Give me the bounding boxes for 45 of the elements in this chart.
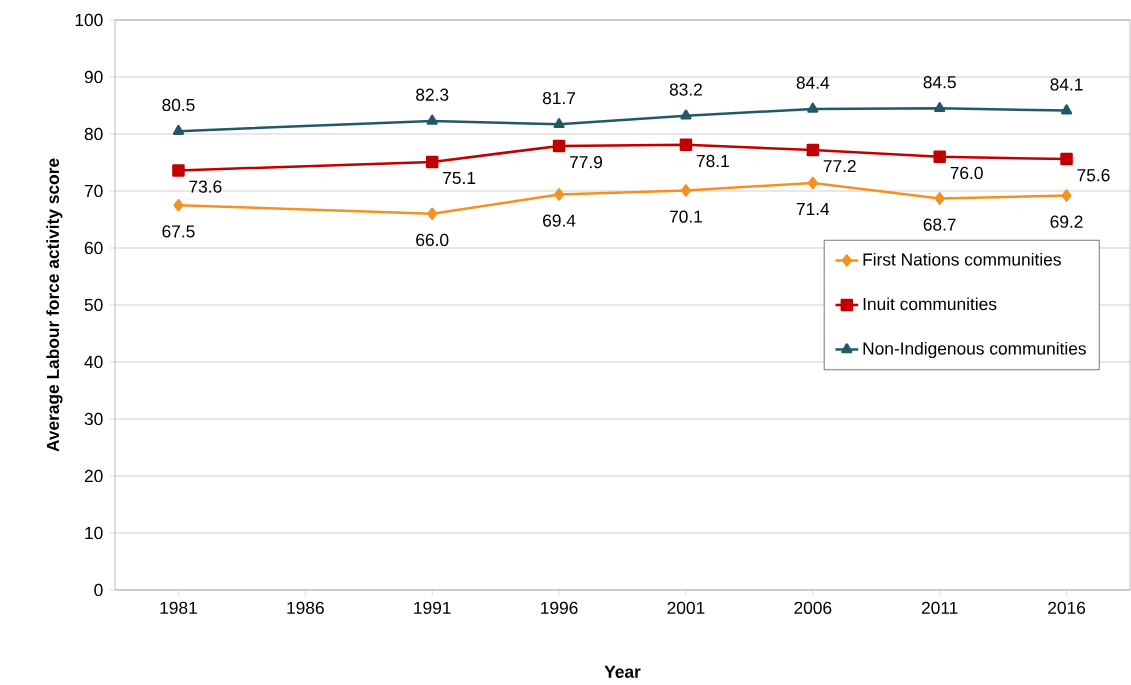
data-label: 68.7	[923, 218, 956, 231]
legend-label: First Nations communities	[863, 252, 1061, 266]
data-label: 73.6	[189, 180, 222, 193]
data-label: 78.1	[696, 154, 729, 168]
data-label: 80.5	[162, 98, 195, 112]
y-axis-title: Average Labour force activity score	[46, 158, 63, 452]
data-label: 70.1	[669, 210, 702, 223]
data-label: 84.5	[923, 76, 956, 89]
x-tick-label: 2001	[667, 601, 705, 614]
data-label: 75.6	[1077, 169, 1110, 182]
y-tick-label: 100	[75, 13, 103, 27]
x-tick-label: 2011	[921, 601, 958, 614]
y-tick-label: 90	[84, 70, 103, 84]
y-tick-label: 70	[84, 184, 103, 198]
y-tick-label: 20	[84, 469, 103, 483]
data-label: 69.2	[1050, 215, 1083, 228]
x-tick-label: 1981	[160, 601, 197, 614]
data-label: 77.2	[823, 159, 856, 173]
y-tick-label: 10	[85, 526, 103, 540]
data-label: 76.0	[950, 166, 983, 180]
y-tick-label: 0	[94, 583, 103, 597]
data-label: 77.9	[570, 156, 603, 169]
x-tick-label: 1991	[414, 601, 451, 614]
data-label: 84.4	[796, 76, 830, 89]
data-label: 83.2	[669, 83, 702, 96]
legend-label: Inuit communities	[863, 297, 997, 311]
y-tick-label: 30	[84, 412, 103, 426]
x-axis-title: Year	[604, 665, 641, 678]
x-tick-label: 1996	[541, 601, 578, 614]
y-tick-label: 80	[84, 127, 103, 141]
data-label: 69.4	[543, 214, 576, 227]
data-label: 66.0	[416, 233, 449, 247]
data-label: 81.7	[542, 91, 576, 105]
data-label: 84.1	[1050, 78, 1083, 91]
data-label: 67.5	[162, 225, 195, 238]
legend-label: Non-Indigenous communities	[863, 341, 1086, 359]
data-label: 82.3	[416, 88, 449, 101]
y-tick-label: 60	[84, 241, 103, 255]
x-tick-label: 2006	[794, 601, 832, 614]
data-label: 71.4	[796, 203, 830, 215]
y-tick-label: 50	[84, 298, 103, 312]
x-tick-label: 2016	[1048, 601, 1086, 614]
y-tick-label: 40	[84, 355, 103, 369]
data-label: 75.1	[443, 171, 476, 185]
x-tick-label: 1986	[287, 601, 324, 614]
